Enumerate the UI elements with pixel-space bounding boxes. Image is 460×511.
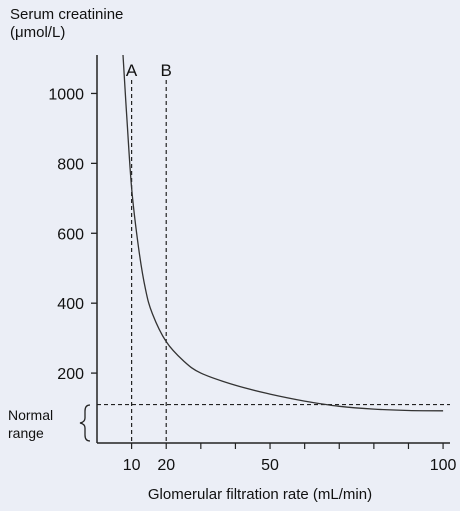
y-axis-title-line-2: (μmol/L) (10, 24, 66, 41)
y-axis-title-line-1: Serum creatinine (10, 6, 124, 23)
x-tick-label: 10 (123, 457, 141, 474)
x-tick-label: 100 (430, 457, 457, 474)
y-tick-label: 400 (57, 296, 84, 313)
normal-range-label-line-1: Normal (8, 407, 53, 423)
x-tick-label: 20 (157, 457, 175, 474)
x-axis-title: Glomerular filtration rate (mL/min) (147, 486, 373, 503)
normal-range-label-line-2: range (8, 425, 44, 441)
creatinine-curve (122, 54, 444, 412)
y-tick-label: 600 (57, 226, 84, 243)
ref-label-a: A (126, 61, 138, 80)
y-tick-label: 800 (57, 156, 84, 173)
y-tick-label: 200 (57, 366, 84, 383)
x-tick-label: 50 (261, 457, 279, 474)
ref-label-b: B (161, 61, 172, 80)
y-tick-label: 1000 (48, 86, 84, 103)
normal-range-brace (79, 404, 91, 442)
